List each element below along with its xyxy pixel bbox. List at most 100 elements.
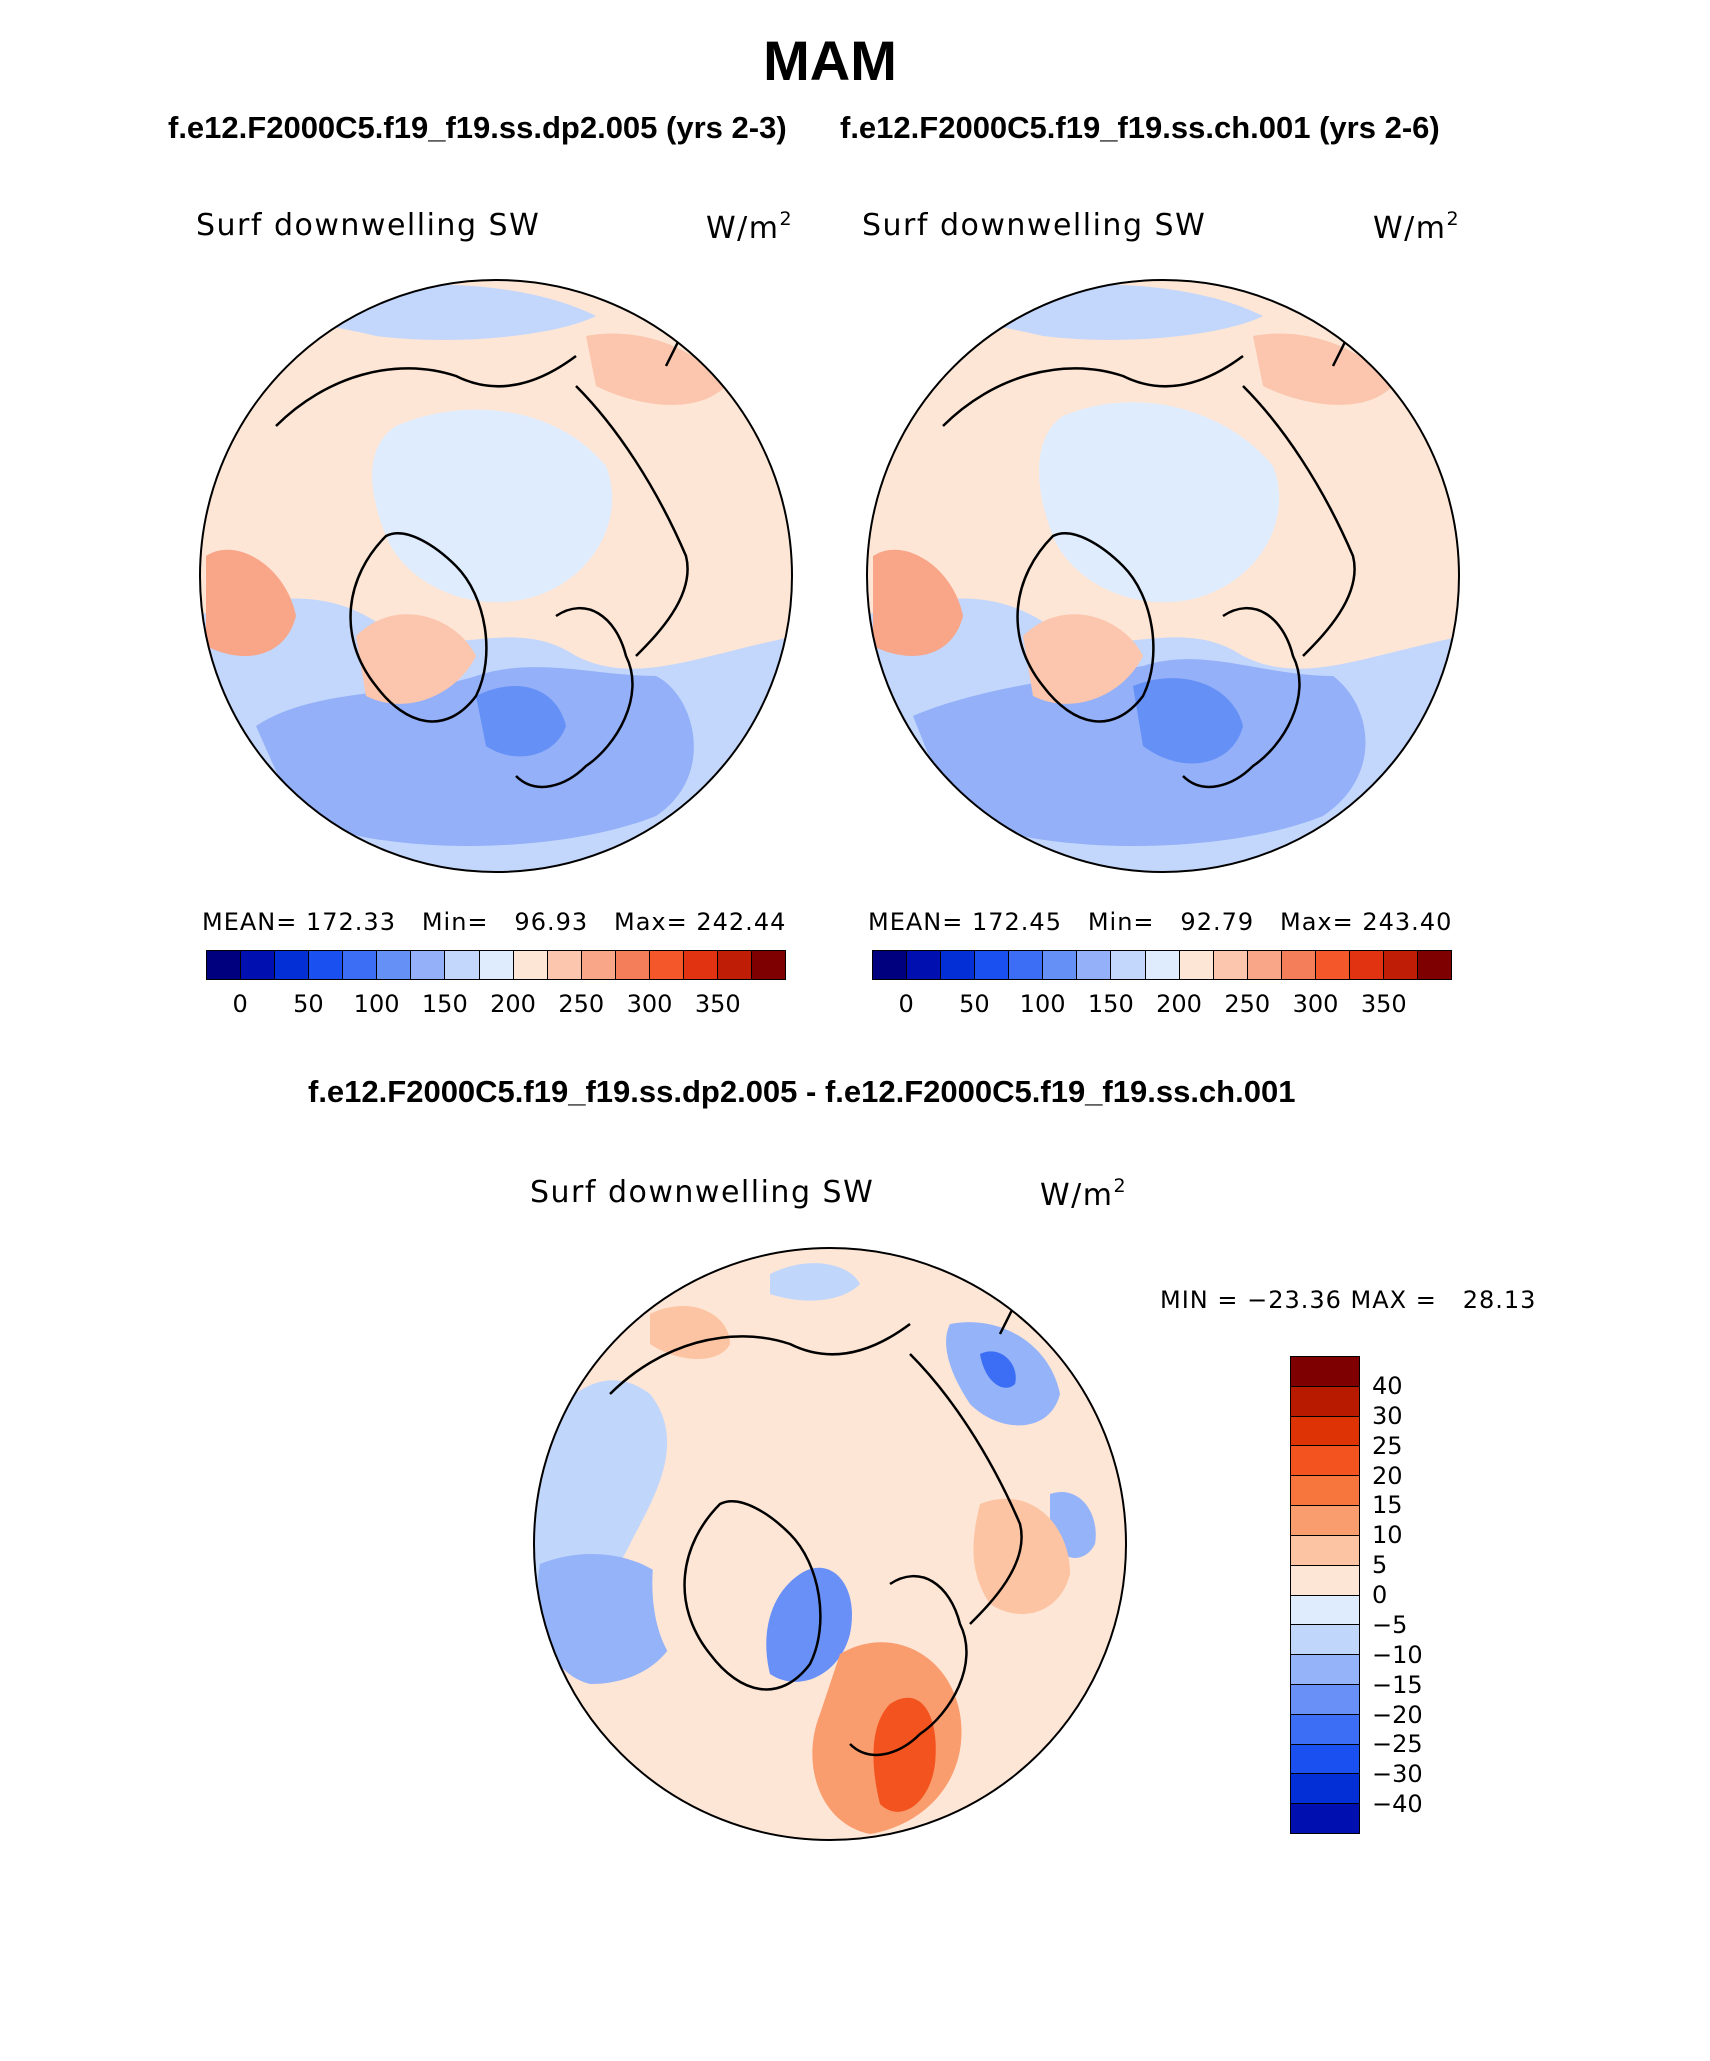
panel-3-colorbar-ticks: 40 30 25 20 15 10 5 0 −5 −10 −15 −20 −25 −30 −40 (1372, 1356, 1452, 1834)
colorbar-swatch (941, 951, 976, 979)
colorbar-swatch (1291, 1714, 1359, 1745)
colorbar-swatch (411, 951, 446, 979)
panel-3-scandinavia-max (873, 1697, 936, 1812)
colorbar-swatch (1291, 1565, 1359, 1596)
colorbar-swatch (1291, 1357, 1359, 1387)
colorbar-swatch (241, 951, 276, 979)
colorbar-tick-label: 150 (421, 990, 468, 1018)
panel-1-coastlines (275, 304, 717, 789)
colorbar-tick-label: 250 (1224, 990, 1271, 1018)
colorbar-tick-label: 0 (898, 990, 914, 1018)
colorbar-swatch (1291, 1625, 1359, 1656)
colorbar-tick-label: −25 (1372, 1730, 1423, 1759)
colorbar-tick-label: 250 (558, 990, 605, 1018)
panel-3-west-lower (537, 1554, 682, 1684)
colorbar-swatch (1179, 951, 1214, 979)
colorbar-swatch (1043, 951, 1078, 979)
colorbar-tick-label: 350 (1360, 990, 1407, 1018)
figure-title: MAM (763, 29, 897, 92)
colorbar-tick-label: 150 (1087, 990, 1134, 1018)
colorbar-swatch (1291, 1535, 1359, 1566)
panel-1-canada-high (206, 549, 296, 656)
colorbar-tick-label: 300 (1292, 990, 1339, 1018)
colorbar-swatch (1077, 951, 1112, 979)
colorbar-swatch (1315, 951, 1350, 979)
colorbar-swatch (1213, 951, 1248, 979)
panel-1-map-border (199, 279, 793, 873)
colorbar-swatch (649, 951, 684, 979)
panel-2-arctic-ocean (1039, 402, 1280, 603)
panel-3-colorbar (1290, 1356, 1360, 1834)
colorbar-swatch (581, 951, 616, 979)
colorbar-tick-label: 200 (1156, 990, 1202, 1018)
panel-1-atlantic-min (476, 686, 566, 757)
colorbar-swatch (1291, 1595, 1359, 1626)
panel-1-greenland (356, 614, 476, 704)
panel-2-coastlines (942, 304, 1384, 789)
panel-2-units: W/m2 (1373, 208, 1461, 246)
panel-3-units: W/m2 (1040, 1175, 1128, 1213)
colorbar-swatch (1291, 1655, 1359, 1685)
colorbar-swatch (1291, 1744, 1359, 1775)
colorbar-tick-label: 30 (1372, 1401, 1403, 1430)
colorbar-swatch (1291, 1804, 1359, 1833)
colorbar-swatch (683, 951, 718, 979)
colorbar-swatch (547, 951, 582, 979)
panel-1-colorbar (206, 950, 786, 980)
colorbar-swatch (1291, 1506, 1359, 1536)
panel-2-polar-map (866, 279, 1460, 873)
colorbar-tick-label: 25 (1372, 1431, 1403, 1460)
panel-1-arctic-ocean (372, 409, 613, 603)
colorbar-tick-label: 10 (1372, 1521, 1403, 1550)
panel-1-variable-label: Surf downwelling SW (196, 208, 541, 243)
colorbar-swatch (275, 951, 310, 979)
colorbar-swatch (1291, 1774, 1359, 1805)
panel-3-stats: MIN = −23.36 MAX = 28.13 (1160, 1286, 1537, 1314)
panel-2-atlantic-lower (913, 659, 1366, 846)
panel-3-map-border (533, 1247, 1127, 1841)
panel-1-stats: MEAN= 172.33 Min= 96.93 Max= 242.44 (202, 908, 787, 936)
colorbar-swatch (343, 951, 378, 979)
colorbar-swatch (615, 951, 650, 979)
panel-1-colorbar-ticks: 0 50 100 150 200 250 300 350 (206, 990, 786, 1020)
colorbar-swatch (907, 951, 942, 979)
colorbar-tick-label: 0 (232, 990, 248, 1018)
panel-3-coastlines (609, 1272, 1051, 1757)
panel-2-variable-label: Surf downwelling SW (862, 208, 1207, 243)
colorbar-swatch (513, 951, 548, 979)
colorbar-swatch (752, 951, 786, 979)
panel-3-pacific-low (770, 1263, 860, 1301)
colorbar-tick-label: 200 (490, 990, 536, 1018)
colorbar-tick-label: 5 (1372, 1551, 1388, 1580)
panel-1-units: W/m2 (706, 208, 794, 246)
panel-3-greenland-sea-low (766, 1567, 852, 1682)
colorbar-tick-label: 300 (626, 990, 673, 1018)
colorbar-tick-label: 100 (1019, 990, 1066, 1018)
colorbar-tick-label: 50 (959, 990, 990, 1018)
colorbar-tick-label: 50 (293, 990, 324, 1018)
colorbar-swatch (1291, 1416, 1359, 1447)
colorbar-swatch (873, 951, 908, 979)
colorbar-swatch (377, 951, 412, 979)
colorbar-tick-label: −10 (1372, 1640, 1423, 1669)
colorbar-swatch (1418, 951, 1452, 979)
panel-1-siberia-high (586, 333, 726, 405)
colorbar-swatch (975, 951, 1010, 979)
colorbar-tick-label: −20 (1372, 1700, 1423, 1729)
colorbar-swatch (207, 951, 242, 979)
panel-1-polar-map (199, 279, 793, 873)
panel-2-colorbar (872, 950, 1452, 980)
colorbar-swatch (1145, 951, 1180, 979)
panel-3-pacific-high (650, 1305, 730, 1359)
colorbar-swatch (1009, 951, 1044, 979)
panel-3-variable-label: Surf downwelling SW (530, 1175, 875, 1210)
colorbar-swatch (309, 951, 344, 979)
panel-1-atlantic-lower (256, 667, 694, 846)
panel-2-stats: MEAN= 172.45 Min= 92.79 Max= 243.40 (868, 908, 1453, 936)
subtitle-left: f.e12.F2000C5.f19_f19.ss.dp2.005 (yrs 2-… (168, 110, 787, 145)
panel-3-east-high (973, 1498, 1070, 1614)
panel-2-atlantic-min (1133, 678, 1243, 764)
colorbar-tick-label: 0 (1372, 1581, 1388, 1609)
panel-2-map-border (866, 279, 1460, 873)
colorbar-swatch (1291, 1684, 1359, 1715)
